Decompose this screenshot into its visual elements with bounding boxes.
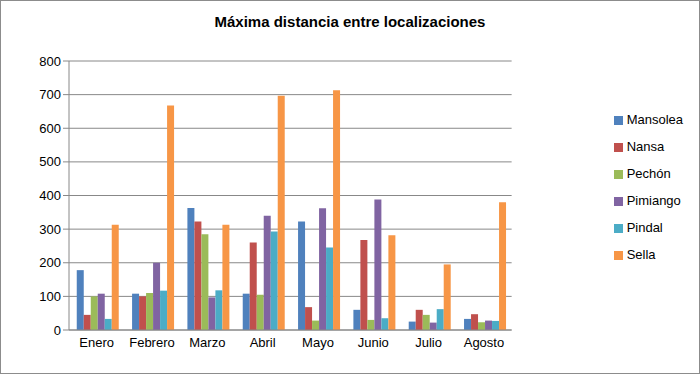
html-text:Mansolea: Mansolea <box>626 112 683 127</box>
svg-text:Enero: Enero <box>79 335 114 350</box>
html-text:Pechón: Pechón <box>626 166 671 181</box>
html-text:Máxima distancia entre localiz: Máxima distancia entre localizaciones <box>214 13 486 30</box>
svg-text:Marzo: Marzo <box>189 335 225 350</box>
svg-text:700: 700 <box>39 87 61 102</box>
svg-text:Abril: Abril <box>250 335 276 350</box>
svg-text:200: 200 <box>39 255 61 270</box>
html-text:Pimiango: Pimiango <box>626 193 681 208</box>
svg-text:Junio: Junio <box>358 335 389 350</box>
svg-text:Febrero: Febrero <box>129 335 175 350</box>
svg-text:100: 100 <box>39 289 61 304</box>
html-text:Sella: Sella <box>626 247 656 262</box>
svg-text:300: 300 <box>39 222 61 237</box>
html-text:Nansa: Nansa <box>626 139 665 154</box>
svg-text:600: 600 <box>39 121 61 136</box>
svg-text:0: 0 <box>54 323 61 338</box>
svg-text:Mayo: Mayo <box>302 335 334 350</box>
svg-text:400: 400 <box>39 188 61 203</box>
svg-text:Julio: Julio <box>415 335 442 350</box>
svg-text:Agosto: Agosto <box>464 335 504 350</box>
svg-text:500: 500 <box>39 154 61 169</box>
html-text:Pindal: Pindal <box>626 220 663 235</box>
svg-text:800: 800 <box>39 54 61 69</box>
